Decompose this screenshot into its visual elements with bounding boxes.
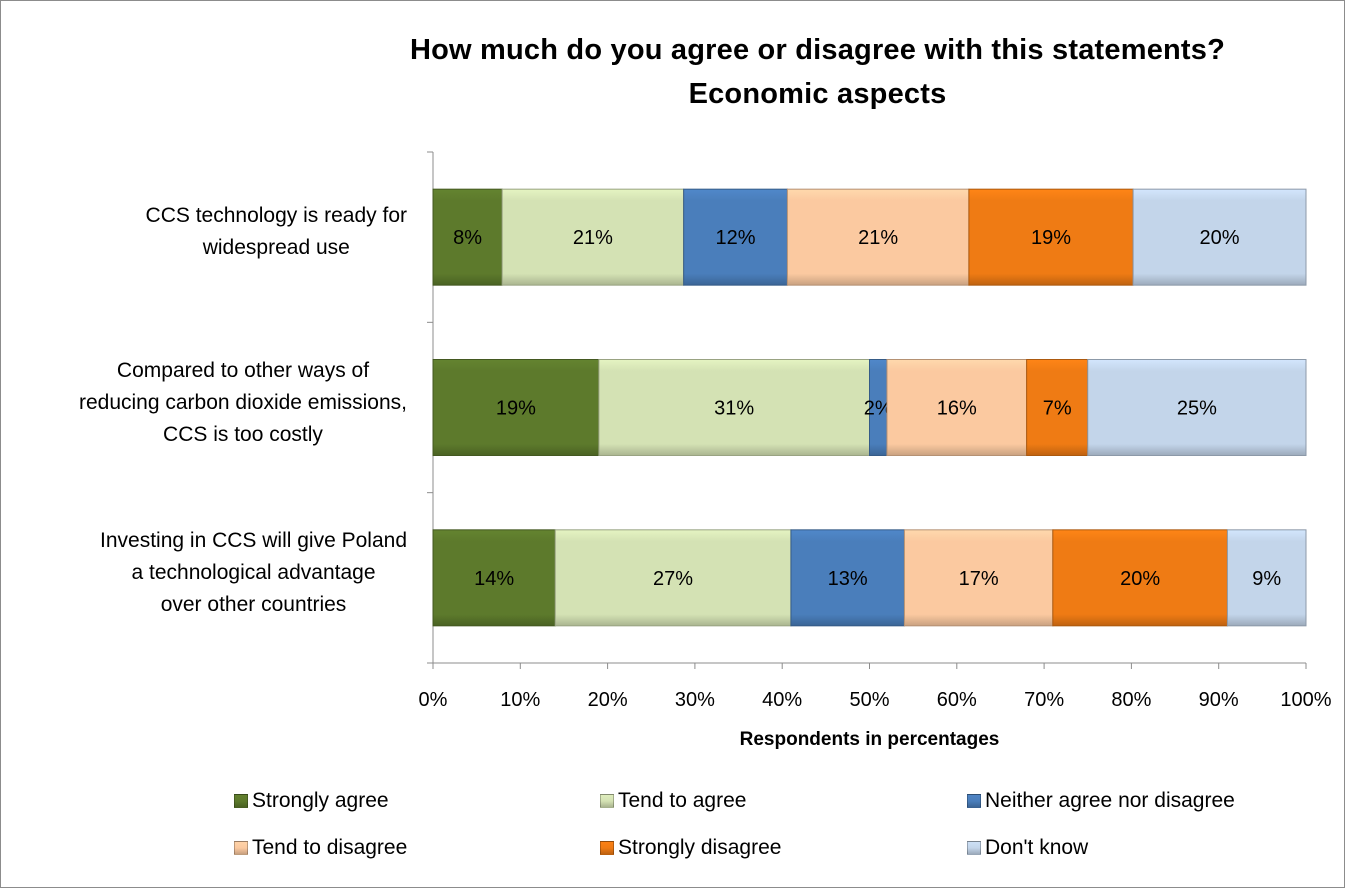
bar-segment [598, 359, 870, 456]
data-label: 19% [1031, 227, 1071, 249]
chart-title: How much do you agree or disagree with t… [409, 34, 1226, 66]
x-tick-label: 50% [849, 689, 889, 711]
legend-swatch [234, 794, 248, 808]
category-label-line: CCS is too costly [163, 422, 323, 446]
bar-segment [432, 359, 600, 456]
data-label: 17% [959, 568, 999, 590]
data-label: 21% [573, 227, 613, 249]
legend-item: Tend to agree [600, 789, 746, 813]
legend-item: Don't know [967, 836, 1088, 860]
legend-item: Tend to disagree [234, 836, 407, 860]
category-label-line: reducing carbon dioxide emissions, [78, 390, 407, 414]
data-label: 16% [937, 398, 977, 420]
category-label-line: a technological advantage [131, 560, 376, 584]
bar-segment [554, 529, 792, 627]
legend-label: Neither agree nor disagree [985, 789, 1235, 812]
bar-segment [1132, 188, 1307, 286]
x-tick-label: 100% [1280, 689, 1331, 711]
data-label: 27% [653, 568, 693, 590]
data-label: 31% [714, 398, 754, 420]
legend-swatch [600, 841, 614, 855]
data-label: 20% [1200, 227, 1240, 249]
bar-segment [683, 188, 788, 286]
x-axis-title: Respondents in percentages [739, 729, 1000, 750]
bar-segment [1226, 529, 1307, 627]
category-label-line: Investing in CCS will give Poland [100, 528, 407, 552]
x-tick-label: 90% [1199, 689, 1239, 711]
data-label: 21% [858, 227, 898, 249]
legend-label: Strongly agree [252, 789, 389, 812]
x-tick-label: 40% [762, 689, 802, 711]
category-label: Compared to other ways of reducing carbon… [79, 355, 407, 451]
x-tick-label: 60% [937, 689, 977, 711]
data-label: 7% [1043, 398, 1072, 420]
category-label-line: Compared to other ways of [116, 358, 370, 382]
category-label: CCS technology is ready for widespread us… [146, 200, 407, 264]
bar-segment [432, 529, 556, 627]
x-tick-label: 0% [419, 689, 448, 711]
legend-label: Tend to agree [618, 789, 747, 812]
bar-segment [786, 188, 970, 286]
x-tick-label: 30% [675, 689, 715, 711]
bar-segment [432, 188, 503, 286]
legend-item: Strongly disagree [600, 836, 781, 860]
data-label: 12% [716, 227, 756, 249]
bar-segment [790, 529, 905, 627]
data-label: 20% [1120, 568, 1160, 590]
legend-item: Neither agree nor disagree [967, 789, 1235, 813]
bar-segment [501, 188, 685, 286]
category-label-line: widespread use [202, 236, 350, 260]
x-tick-label: 10% [500, 689, 540, 711]
chart-subtitle: Economic aspects [688, 78, 947, 110]
category-label-line: over other countries [160, 592, 347, 616]
legend-label: Tend to disagree [252, 836, 408, 859]
legend-swatch [600, 794, 614, 808]
category-label: Investing in CCS will give Poland a techn… [100, 525, 407, 621]
bar-segment [1052, 529, 1228, 627]
bar-segment [968, 188, 1134, 286]
x-tick-label: 80% [1111, 689, 1151, 711]
legend-swatch [234, 841, 248, 855]
data-label: 13% [828, 568, 868, 590]
data-label: 19% [496, 398, 536, 420]
legend-item: Strongly agree [234, 789, 389, 813]
data-label: 14% [474, 568, 514, 590]
category-label-line: CCS technology is ready for [145, 204, 407, 228]
legend-swatch [967, 841, 981, 855]
legend-label: Don't know [985, 836, 1089, 859]
legend-label: Strongly disagree [618, 836, 782, 859]
x-tick-label: 70% [1024, 689, 1064, 711]
bar-segment [886, 359, 1028, 456]
data-label: 9% [1252, 568, 1281, 590]
x-tick-label: 20% [588, 689, 628, 711]
data-label: 25% [1177, 398, 1217, 420]
legend-swatch [967, 794, 981, 808]
bar-segment [1026, 359, 1089, 456]
data-label: 8% [453, 227, 482, 249]
bar-segment [1087, 359, 1307, 456]
data-label: 2% [864, 398, 893, 420]
